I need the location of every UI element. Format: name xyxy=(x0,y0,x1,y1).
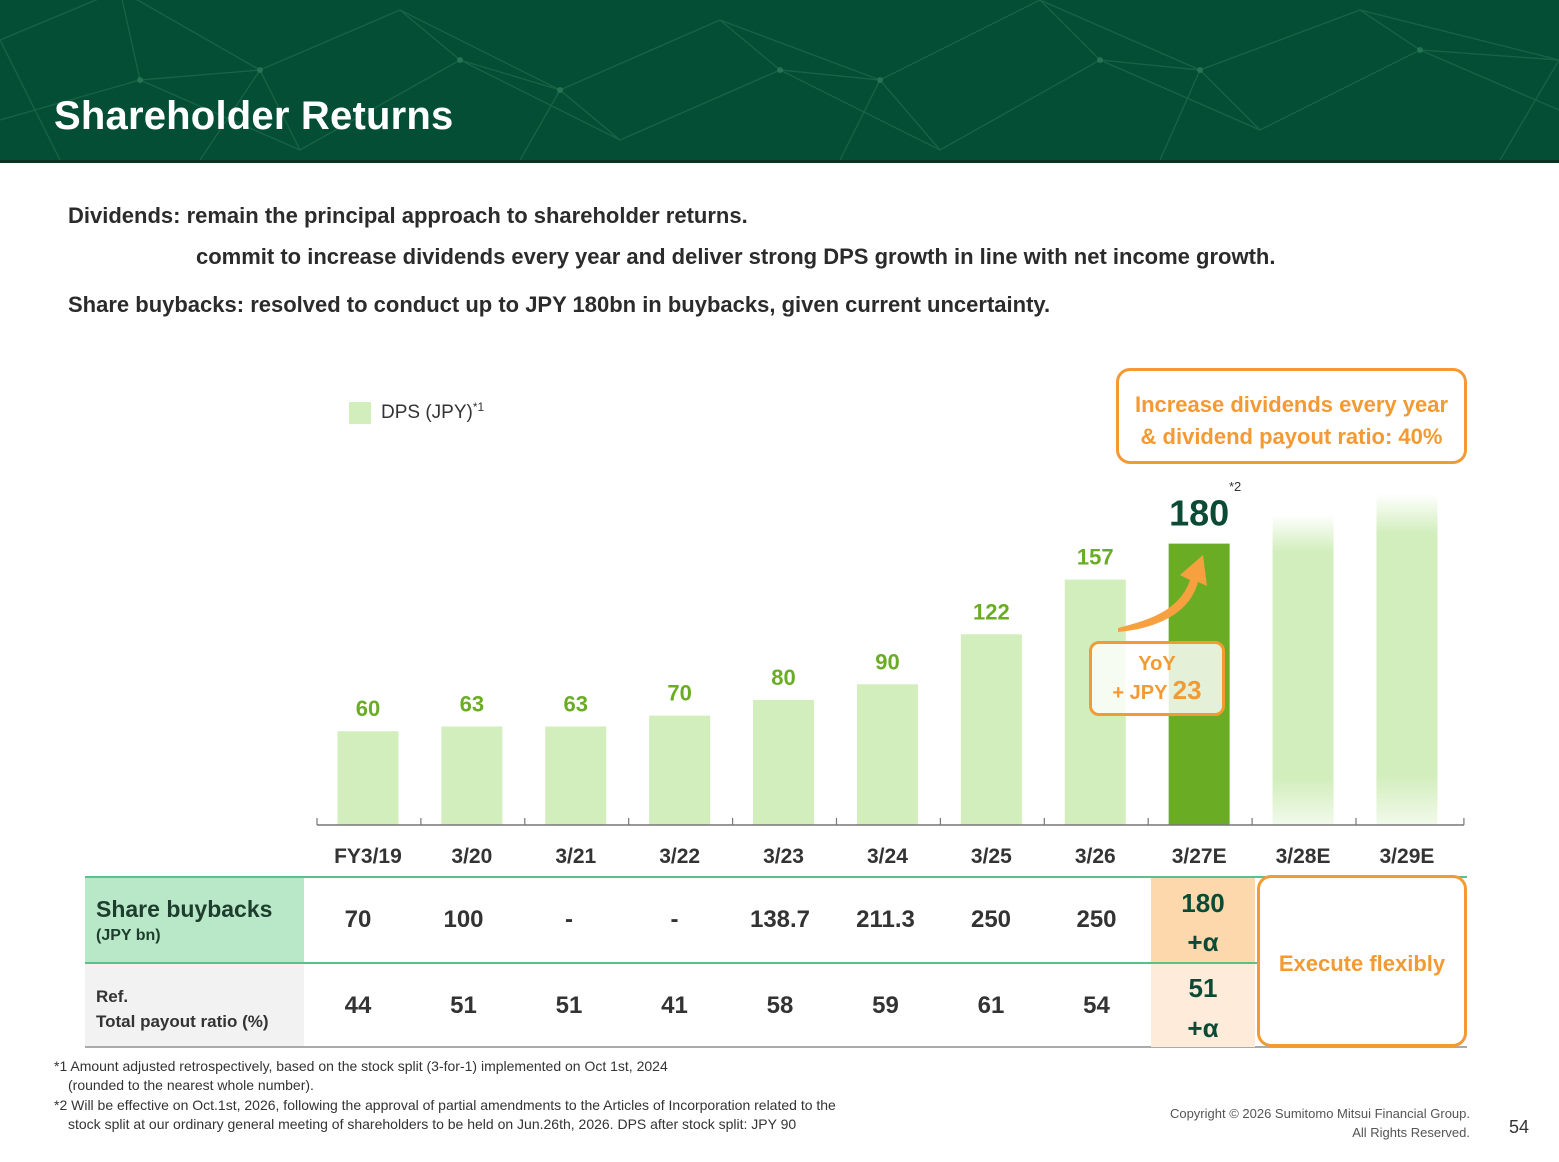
table-bottom-border xyxy=(85,1046,1467,1048)
buybacks-cell: 250 xyxy=(1076,906,1117,933)
x-tick-label: 3/21 xyxy=(555,845,596,868)
dps-data-label: 63 xyxy=(564,692,588,717)
buybacks-row-label: Share buybacks (JPY bn) xyxy=(85,878,304,962)
payout-cell: 61 xyxy=(977,992,1005,1019)
x-tick-label: 3/28E xyxy=(1276,845,1331,868)
dps-data-label: 63 xyxy=(460,692,484,717)
yoy-label: YoY xyxy=(1138,653,1176,675)
footnote-2-cont: stock split at our ordinary general meet… xyxy=(68,1116,797,1132)
payout-estimate-highlight xyxy=(1151,964,1255,1047)
execute-flexibly-box: Execute flexibly xyxy=(1257,875,1467,1047)
callout-line1: Increase dividends every year xyxy=(1134,392,1449,417)
footnote-1-cont: (rounded to the nearest whole number). xyxy=(68,1077,314,1093)
buybacks-estimate-value: 180 xyxy=(1181,888,1225,918)
dps-data-label: 60 xyxy=(356,696,380,721)
header-divider xyxy=(0,160,1559,163)
legend-swatch xyxy=(349,402,371,424)
x-tick-label: 3/29E xyxy=(1380,845,1435,868)
footnote-1: *1 Amount adjusted retrospectively, base… xyxy=(54,1058,668,1074)
payout-cell: 41 xyxy=(661,992,688,1019)
buybacks-cell: 211.3 xyxy=(856,906,915,933)
x-tick-label: 3/25 xyxy=(971,845,1012,868)
chart-legend: DPS (JPY)*1 xyxy=(349,400,485,424)
x-tick-label: 3/26 xyxy=(1075,845,1116,868)
payout-cell: 44 xyxy=(344,992,372,1019)
dps-bar xyxy=(753,699,815,825)
dps-bar xyxy=(649,715,711,825)
dps-bar-chart: FY3/19 60 3/20 63 3/21 63 3/22 70 3/23 80 3/24 90 3/… xyxy=(316,493,1465,868)
callout-line2: & dividend payout ratio: 40% xyxy=(1140,424,1443,449)
x-tick-label: 3/23 xyxy=(763,845,804,868)
yoy-value: + JPY 23 xyxy=(1112,675,1202,705)
header-banner: Shareholder Returns xyxy=(0,0,1559,160)
table-top-border xyxy=(85,876,1467,878)
dps-bar xyxy=(545,726,607,825)
dps-bar xyxy=(856,684,918,825)
payout-estimate-alpha: +α xyxy=(1187,1013,1219,1043)
execute-flexibly-label: Execute flexibly xyxy=(1278,951,1446,976)
buybacks-cell: 250 xyxy=(970,906,1012,933)
x-tick-label: 3/24 xyxy=(867,845,908,868)
copyright-line2: All Rights Reserved. xyxy=(1352,1125,1470,1140)
payout-cell: 51 xyxy=(450,992,477,1019)
x-tick-label: FY3/19 xyxy=(334,845,402,868)
table-mid-border xyxy=(85,962,1467,964)
legend-label: DPS (JPY)*1 xyxy=(381,400,485,423)
buybacks-cell: - xyxy=(565,906,573,933)
dps-bar-projected xyxy=(1272,515,1334,825)
payout-cell: 58 xyxy=(766,992,794,1019)
payout-cell: 51 xyxy=(555,992,583,1019)
footnote-2: *2 Will be effective on Oct.1st, 2026, f… xyxy=(54,1097,836,1113)
x-tick-label: 3/27E xyxy=(1172,845,1227,868)
dps-bar-projected xyxy=(1376,494,1438,825)
dps-bar xyxy=(960,634,1022,825)
intro-buybacks: Share buybacks: resolved to conduct up t… xyxy=(68,292,1051,317)
buybacks-estimate-alpha: +α xyxy=(1187,927,1219,957)
dps-bar xyxy=(441,726,503,825)
payout-row-label: Ref. Total payout ratio (%) xyxy=(85,964,304,1047)
dps-data-label: 70 xyxy=(667,681,691,706)
dps-note-marker: *2 xyxy=(1229,479,1242,494)
intro-dividends: Dividends: remain the principal approach… xyxy=(68,203,748,228)
buybacks-cell: - xyxy=(670,906,679,933)
dps-data-label: 122 xyxy=(973,599,1010,624)
payout-cell: 59 xyxy=(872,992,899,1019)
x-tick-label: 3/20 xyxy=(451,845,492,868)
dps-data-label: 80 xyxy=(771,665,795,690)
buybacks-cell: 70 xyxy=(344,906,372,933)
dps-data-label: 90 xyxy=(875,649,899,674)
page-title: Shareholder Returns xyxy=(54,94,454,138)
dps-data-label: 180 xyxy=(1169,493,1229,534)
dividend-policy-callout: Increase dividends every year & dividend… xyxy=(1116,368,1467,464)
yoy-callout: YoY + JPY 23 xyxy=(1089,641,1225,716)
header-pattern xyxy=(0,0,1559,160)
dps-bar xyxy=(337,731,399,825)
yoy-arrow xyxy=(1118,555,1207,632)
buybacks-cell: 100 xyxy=(443,906,484,933)
dps-data-label: 157 xyxy=(1077,545,1114,570)
payout-estimate-value: 51 xyxy=(1188,973,1218,1003)
intro-dividends-commit: commit to increase dividends every year … xyxy=(196,244,1276,269)
x-tick-label: 3/22 xyxy=(659,845,700,868)
buybacks-estimate-highlight xyxy=(1151,878,1255,962)
copyright-line1: Copyright © 2026 Sumitomo Mitsui Financi… xyxy=(1169,1106,1470,1121)
page-number: 54 xyxy=(1509,1117,1530,1137)
payout-cell: 54 xyxy=(1083,992,1110,1019)
buybacks-cell: 138.7 xyxy=(749,906,811,933)
